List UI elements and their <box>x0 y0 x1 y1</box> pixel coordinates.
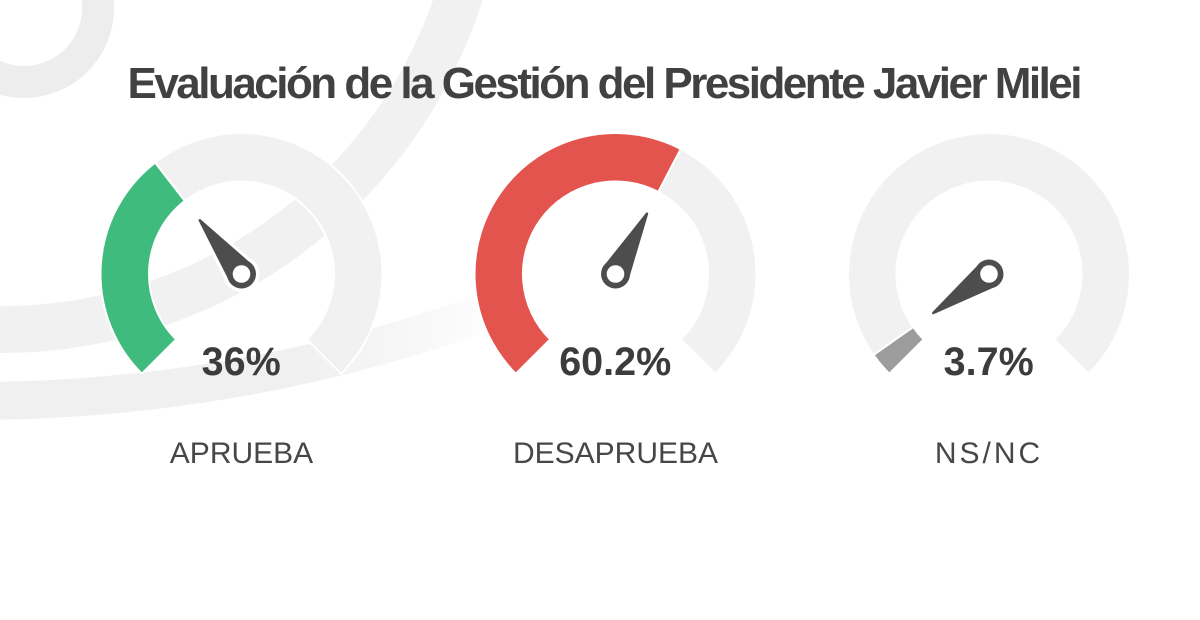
svg-text:36%: 36% <box>202 340 281 384</box>
svg-text:3.7%: 3.7% <box>944 340 1034 384</box>
svg-text:APRUEBA: APRUEBA <box>170 437 313 470</box>
svg-text:60.2%: 60.2% <box>559 340 671 384</box>
svg-text:NS/NC: NS/NC <box>935 437 1043 470</box>
svg-text:DESAPRUEBA: DESAPRUEBA <box>513 437 718 470</box>
svg-text:Evaluación de la Gestión del P: Evaluación de la Gestión del Presidente … <box>128 59 1083 108</box>
